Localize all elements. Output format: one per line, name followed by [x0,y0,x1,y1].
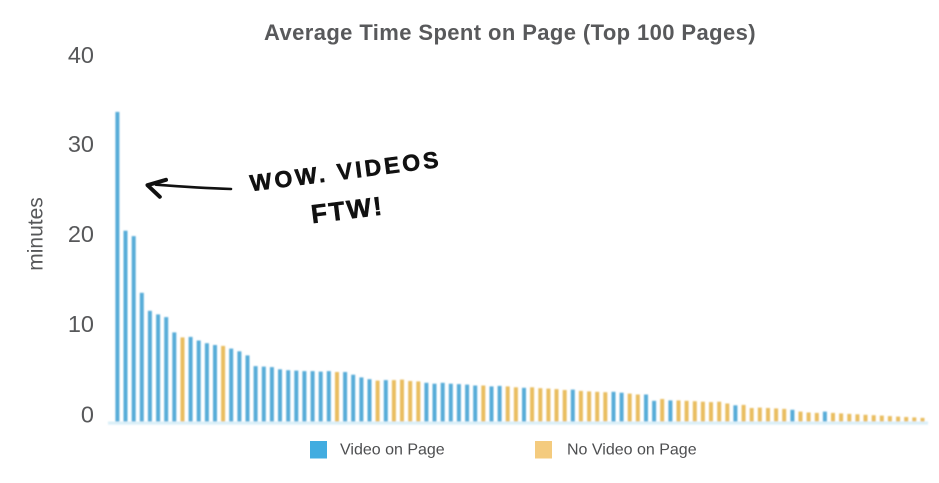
svg-text:20: 20 [68,221,94,247]
svg-text:30: 30 [68,131,94,157]
svg-text:10: 10 [68,311,94,337]
svg-text:Average Time Spent on Page (To: Average Time Spent on Page (Top 100 Page… [264,20,756,45]
svg-text:No Video on Page: No Video on Page [567,442,697,459]
svg-text:minutes: minutes [25,197,48,271]
svg-text:40: 40 [68,42,94,68]
svg-text:Video on Page: Video on Page [340,442,445,459]
svg-text:0: 0 [81,402,94,428]
